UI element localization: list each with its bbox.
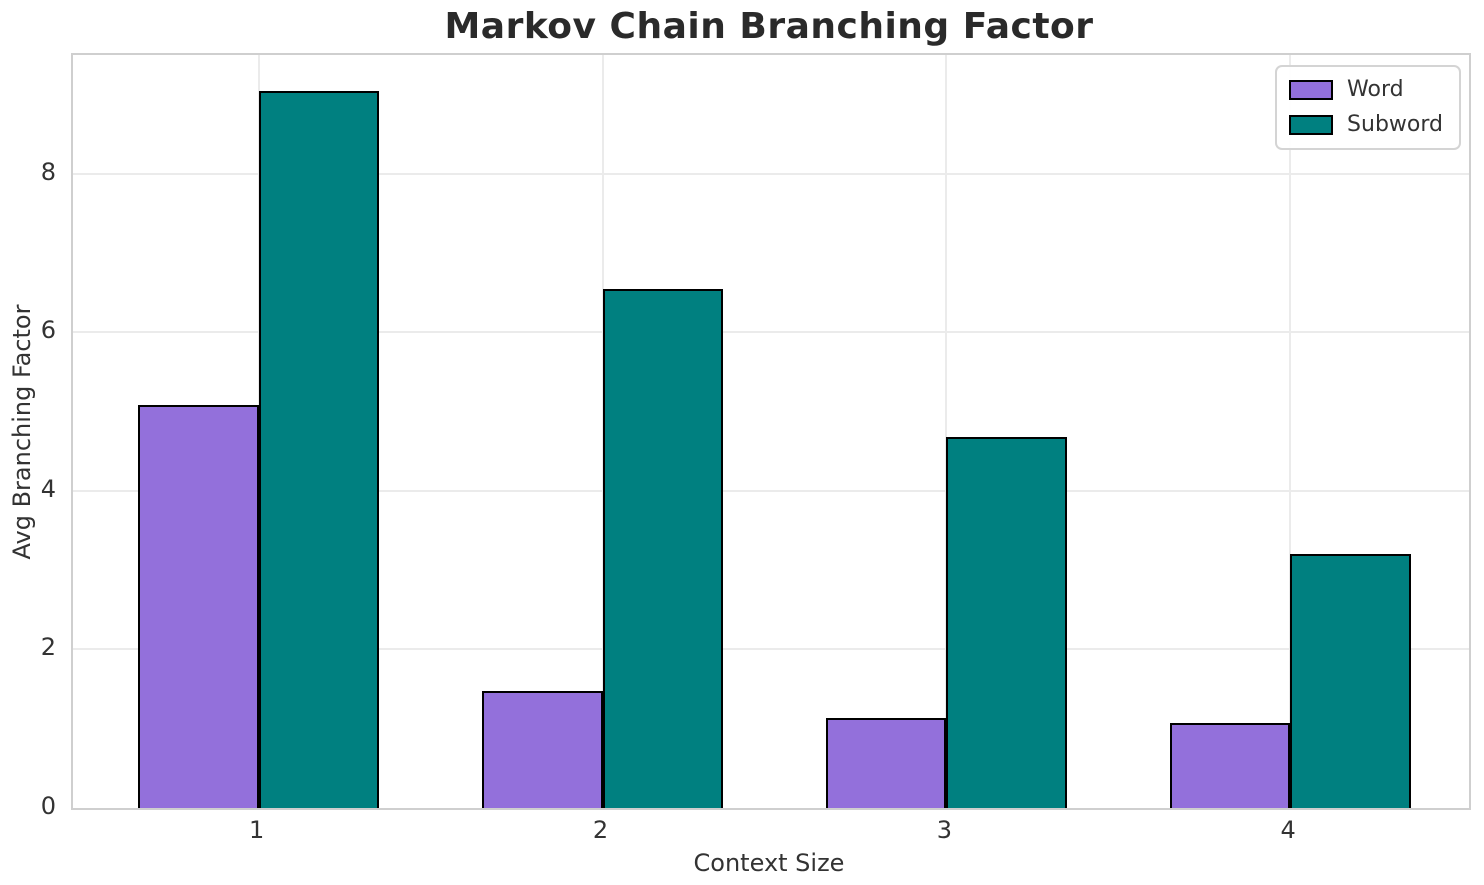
x-tick-1: 1 — [249, 816, 265, 844]
gridline-h-4 — [73, 489, 1469, 492]
x-tick-2: 2 — [592, 816, 609, 844]
gridline-v-4 — [1289, 55, 1292, 808]
legend-item-subword: Subword — [1289, 113, 1443, 137]
word-swatch — [1289, 80, 1334, 100]
y-tick-8: 8 — [40, 157, 56, 186]
x-axis-label: Context Size — [693, 849, 845, 877]
legend: Word Subword — [1275, 65, 1461, 150]
chart-title: Markov Chain Branching Factor — [444, 6, 1094, 47]
bar-subword-3 — [946, 437, 1067, 808]
y-axis-label: Avg Branching Factor — [8, 304, 36, 560]
gridline-h-6 — [73, 331, 1469, 334]
bar-subword-1 — [258, 90, 380, 808]
legend-label-word: Word — [1347, 77, 1404, 102]
legend-label-subword: Subword — [1347, 112, 1443, 137]
y-tick-0: 0 — [40, 792, 56, 820]
bar-subword-4 — [1290, 553, 1411, 808]
y-tick-2: 2 — [40, 633, 56, 662]
bar-word-2 — [482, 691, 603, 808]
gridline-h-2 — [73, 648, 1469, 651]
x-tick-4: 4 — [1280, 816, 1296, 844]
subword-swatch — [1289, 115, 1334, 135]
y-tick-6: 6 — [40, 316, 56, 345]
bar-word-1 — [138, 405, 259, 808]
gridline-v-3 — [945, 55, 948, 808]
legend-item-word: Word — [1289, 78, 1443, 102]
plot-area: Word Subword — [71, 53, 1471, 810]
bar-word-4 — [1169, 723, 1291, 808]
y-tick-4: 4 — [40, 474, 56, 503]
x-tick-3: 3 — [936, 816, 952, 844]
bar-subword-2 — [602, 288, 723, 808]
gridline-h-8 — [73, 172, 1469, 175]
bar-word-3 — [826, 718, 947, 808]
